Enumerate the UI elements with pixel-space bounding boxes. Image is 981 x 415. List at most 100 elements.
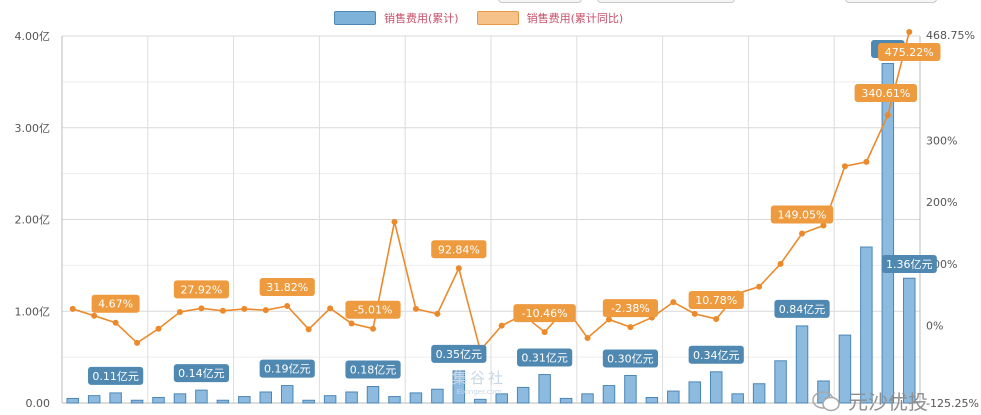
y-tick-label-right: 200% [926, 196, 957, 209]
bar [709, 371, 723, 404]
bar [388, 396, 401, 404]
bar [87, 395, 101, 404]
line-point [241, 305, 248, 312]
line-point [219, 307, 226, 314]
line-value-label-text: 10.78% [695, 294, 737, 307]
bar [795, 325, 809, 404]
bar-value-label: 0.84亿元 [774, 299, 830, 318]
line-value-label-text: -5.01% [354, 304, 393, 317]
bar [881, 63, 895, 404]
corner-watermark-text: 元沙优投 [848, 390, 928, 414]
bar-value-label-text: 1.36亿元 [886, 258, 933, 271]
bar-value-label-text: 0.19亿元 [264, 363, 311, 376]
line-point [155, 325, 162, 332]
bar [366, 385, 380, 404]
chart-legend: 销售费用(累计) 销售费用(累计同比) [334, 10, 623, 26]
bar-value-label-text: 0.18亿元 [350, 363, 397, 376]
line-value-label-text: 27.92% [180, 283, 222, 296]
line-value-label-bg [431, 240, 487, 259]
bar-value-label-bg [774, 299, 830, 318]
line-point [391, 218, 398, 225]
line-path [72, 31, 911, 352]
line-value-label: 149.05% [770, 205, 834, 224]
bar [409, 392, 423, 404]
bar-value-label-text: 0.31亿元 [521, 352, 568, 365]
line-value-label-bg [345, 300, 401, 319]
line-point [884, 112, 891, 119]
bar-value-label: 0.34亿元 [688, 345, 744, 364]
legend-label-line: 销售费用(累计同比) [526, 12, 624, 25]
bar-value-label-text: 0.84亿元 [779, 303, 826, 316]
bar-value-label: 0.31亿元 [517, 348, 573, 367]
line-value-label: -2.38% [602, 299, 659, 318]
line-value-label-bg [259, 277, 315, 296]
bar [238, 396, 251, 404]
bar-value-label: 0.11亿元 [88, 366, 144, 385]
bar [903, 277, 916, 404]
line-point [691, 310, 698, 317]
y-tick-label-left: 4.00亿 [15, 30, 51, 43]
y-tick-label-left: 2.00亿 [15, 214, 51, 227]
bar-value-label-bg [259, 359, 315, 378]
legend-item-bar[interactable]: 销售费用(累计) [334, 10, 459, 26]
line-value-label-bg [854, 84, 918, 102]
line-value-label: 10.78% [688, 290, 744, 309]
bar-value-label-bg [88, 366, 144, 385]
bar [259, 391, 273, 404]
bar [452, 370, 466, 404]
bar [474, 398, 487, 404]
line-series [69, 29, 913, 354]
line-point [434, 310, 441, 317]
line-point [541, 329, 548, 336]
line-value-label: 475.22% [878, 43, 941, 61]
line-value-label: -5.01% [345, 300, 401, 319]
legend-item-line[interactable]: 销售费用(累计同比) [476, 10, 624, 26]
line-value-label: 27.92% [173, 280, 230, 299]
bar [345, 391, 358, 404]
bar [130, 399, 144, 404]
center-watermark-cn: 集谷社 [452, 369, 507, 387]
line-value-label-bg [602, 299, 659, 318]
bar-value-label: 0.14亿元 [173, 364, 230, 383]
line-point [69, 305, 76, 312]
y-tick-label-left: 0.00 [26, 397, 51, 410]
bar-value-label-bg [688, 345, 744, 364]
bar [109, 392, 122, 404]
bar-value-label-text: 0.35亿元 [436, 348, 483, 361]
line-point [841, 163, 848, 170]
bar [323, 395, 337, 404]
bar [602, 385, 616, 404]
bar [195, 389, 208, 404]
line-value-label: 31.82% [259, 277, 315, 296]
bar-value-label-bg [173, 364, 230, 383]
bar-value-label-bg [345, 360, 401, 379]
line-point [455, 265, 462, 272]
line-point [112, 319, 119, 326]
legend-swatch-bar [334, 11, 376, 25]
line-point [863, 158, 870, 165]
bar-value-label-bg [431, 344, 487, 363]
bar-value-label: 0.18亿元 [345, 360, 401, 379]
bar-value-label-text: 0.14亿元 [178, 367, 225, 380]
bar [516, 386, 530, 404]
center-watermark: 集谷社 Eixinger.com [452, 367, 506, 396]
bar [688, 381, 702, 404]
bar-value-label: 0.19亿元 [259, 359, 315, 378]
bar [538, 374, 551, 404]
line-value-label-text: 340.61% [861, 87, 910, 100]
legend-swatch-line [476, 11, 519, 25]
line-point [91, 312, 98, 319]
line-value-label-bg [91, 294, 140, 313]
line-value-label-bg [173, 280, 230, 299]
y-tick-label-right: -125.25% [926, 397, 979, 410]
line-point [284, 302, 291, 309]
bar [66, 397, 79, 404]
bar [431, 388, 444, 404]
bar-series [66, 63, 916, 404]
bar [495, 393, 508, 404]
line-point [713, 315, 720, 322]
line-value-label-text: 149.05% [778, 209, 827, 222]
bar [860, 246, 873, 404]
bar [645, 396, 659, 404]
line-point [370, 325, 377, 332]
